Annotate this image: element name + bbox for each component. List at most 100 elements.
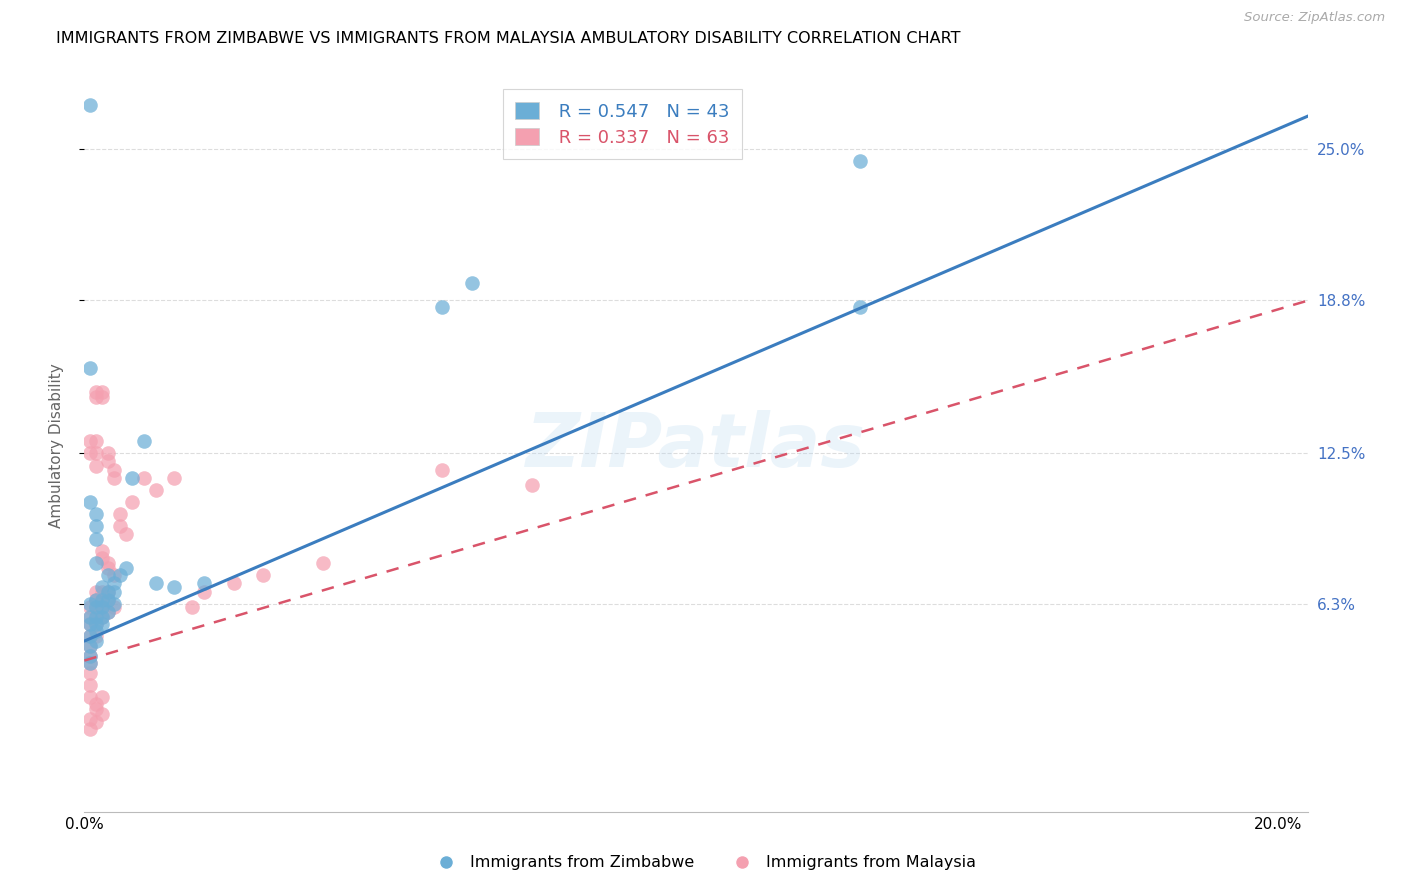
Point	[97, 605, 120, 619]
Point	[97, 585, 120, 599]
Point	[79, 361, 101, 376]
Point	[108, 508, 131, 522]
Point	[79, 690, 101, 705]
Point	[79, 609, 101, 624]
Point	[91, 690, 114, 705]
Point	[79, 665, 101, 680]
Point	[79, 599, 101, 614]
Point	[91, 551, 114, 566]
Point	[108, 519, 131, 533]
Point	[91, 390, 114, 404]
Point	[79, 678, 101, 692]
Text: ZIPatlas: ZIPatlas	[526, 409, 866, 483]
Point	[79, 639, 101, 653]
Point	[84, 385, 107, 400]
Point	[84, 634, 107, 648]
Point	[79, 617, 101, 632]
Point	[91, 599, 114, 614]
Point	[849, 153, 872, 168]
Point	[79, 712, 101, 726]
Point	[79, 629, 101, 643]
Point	[84, 556, 107, 570]
Point	[79, 656, 101, 670]
Point	[84, 609, 107, 624]
Point	[91, 585, 114, 599]
Point	[103, 599, 125, 614]
Point	[91, 609, 114, 624]
Point	[84, 390, 107, 404]
Point	[97, 585, 120, 599]
Point	[103, 598, 125, 612]
Point	[180, 599, 202, 614]
Point	[84, 434, 107, 449]
Point	[97, 592, 120, 607]
Point	[84, 446, 107, 460]
Point	[132, 471, 155, 485]
Point	[84, 624, 107, 639]
Point	[84, 508, 107, 522]
Point	[103, 585, 125, 599]
Point	[84, 532, 107, 546]
Point	[97, 556, 120, 570]
Point	[103, 463, 125, 477]
Point	[520, 478, 543, 492]
Point	[84, 698, 107, 712]
Point	[79, 495, 101, 509]
Point	[97, 453, 120, 467]
Point	[163, 581, 186, 595]
Point	[193, 575, 215, 590]
Point	[103, 575, 125, 590]
Point	[79, 722, 101, 736]
Point	[432, 463, 454, 477]
Point	[222, 575, 245, 590]
Point	[115, 561, 138, 575]
Point	[84, 458, 107, 473]
Point	[84, 585, 107, 599]
Point	[103, 568, 125, 582]
Point	[97, 446, 120, 460]
Point	[84, 629, 107, 643]
Point	[91, 609, 114, 624]
Point	[91, 544, 114, 558]
Point	[79, 648, 101, 663]
Point	[103, 471, 125, 485]
Text: IMMIGRANTS FROM ZIMBABWE VS IMMIGRANTS FROM MALAYSIA AMBULATORY DISABILITY CORRE: IMMIGRANTS FROM ZIMBABWE VS IMMIGRANTS F…	[56, 31, 960, 46]
Text: Source: ZipAtlas.com: Source: ZipAtlas.com	[1244, 11, 1385, 23]
Point	[84, 592, 107, 607]
Point	[193, 585, 215, 599]
Point	[97, 592, 120, 607]
Point	[79, 598, 101, 612]
Point	[91, 599, 114, 614]
Point	[79, 446, 101, 460]
Point	[84, 617, 107, 632]
Point	[84, 617, 107, 632]
Point	[79, 629, 101, 643]
Point	[79, 639, 101, 653]
Point	[84, 599, 107, 614]
Point	[163, 471, 186, 485]
Point	[79, 656, 101, 670]
Point	[79, 609, 101, 624]
Point	[91, 592, 114, 607]
Point	[108, 568, 131, 582]
Point	[91, 617, 114, 632]
Legend: Immigrants from Zimbabwe, Immigrants from Malaysia: Immigrants from Zimbabwe, Immigrants fro…	[423, 849, 983, 877]
Y-axis label: Ambulatory Disability: Ambulatory Disability	[49, 364, 63, 528]
Point	[97, 605, 120, 619]
Point	[121, 471, 143, 485]
Point	[91, 592, 114, 607]
Point	[132, 434, 155, 449]
Point	[79, 648, 101, 663]
Point	[79, 434, 101, 449]
Legend:  R = 0.547   N = 43,  R = 0.337   N = 63: R = 0.547 N = 43, R = 0.337 N = 63	[503, 89, 742, 160]
Point	[97, 561, 120, 575]
Point	[145, 483, 167, 497]
Point	[84, 592, 107, 607]
Point	[91, 581, 114, 595]
Point	[252, 568, 274, 582]
Point	[91, 385, 114, 400]
Point	[84, 609, 107, 624]
Point	[91, 707, 114, 722]
Point	[121, 495, 143, 509]
Point	[84, 519, 107, 533]
